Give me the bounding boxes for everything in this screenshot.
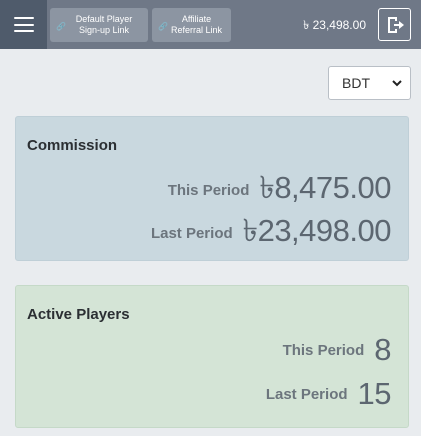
logout-button[interactable] bbox=[378, 8, 411, 41]
players-last-period-row: Last Period 15 bbox=[265, 376, 392, 412]
default-player-signup-link-button[interactable]: 🔗 Default Player Sign-up Link bbox=[50, 8, 148, 42]
players-this-period-row: This Period 8 bbox=[282, 332, 392, 368]
commission-card: Commission This Period ৳8,475.00 Last Pe… bbox=[15, 116, 409, 261]
commission-last-period-row: Last Period ৳23,498.00 bbox=[150, 207, 392, 259]
last-period-label: Last Period bbox=[150, 224, 233, 242]
last-period-label: Last Period bbox=[265, 385, 348, 403]
this-period-label: This Period bbox=[282, 341, 365, 359]
currency-selected-value: BDT bbox=[342, 75, 370, 91]
commission-this-period-row: This Period ৳8,475.00 bbox=[167, 164, 392, 216]
commission-title: Commission bbox=[27, 137, 118, 154]
account-balance: ৳ 23,498.00 bbox=[303, 18, 366, 32]
link-icon: 🔗 bbox=[158, 22, 168, 31]
link-icon: 🔗 bbox=[56, 22, 66, 31]
menu-button[interactable] bbox=[0, 0, 47, 49]
players-last-period-value: 15 bbox=[357, 376, 392, 411]
link-button-label: Default Player Sign-up Link bbox=[75, 14, 133, 35]
currency-select[interactable]: BDT bbox=[328, 66, 411, 100]
commission-last-period-value: ৳23,498.00 bbox=[242, 213, 392, 248]
commission-this-period-value: ৳8,475.00 bbox=[259, 170, 391, 205]
logout-icon bbox=[387, 16, 404, 33]
active-players-card: Active Players This Period 8 Last Period… bbox=[15, 285, 409, 428]
active-players-title: Active Players bbox=[27, 306, 130, 323]
players-this-period-value: 8 bbox=[374, 332, 391, 367]
link-button-label: Affiliate Referral Link bbox=[170, 14, 223, 35]
chevron-down-icon bbox=[392, 80, 402, 87]
top-navbar: 🔗 Default Player Sign-up Link 🔗 Affiliat… bbox=[0, 0, 421, 49]
this-period-label: This Period bbox=[167, 181, 250, 199]
affiliate-referral-link-button[interactable]: 🔗 Affiliate Referral Link bbox=[152, 8, 231, 42]
hamburger-icon bbox=[13, 17, 34, 32]
